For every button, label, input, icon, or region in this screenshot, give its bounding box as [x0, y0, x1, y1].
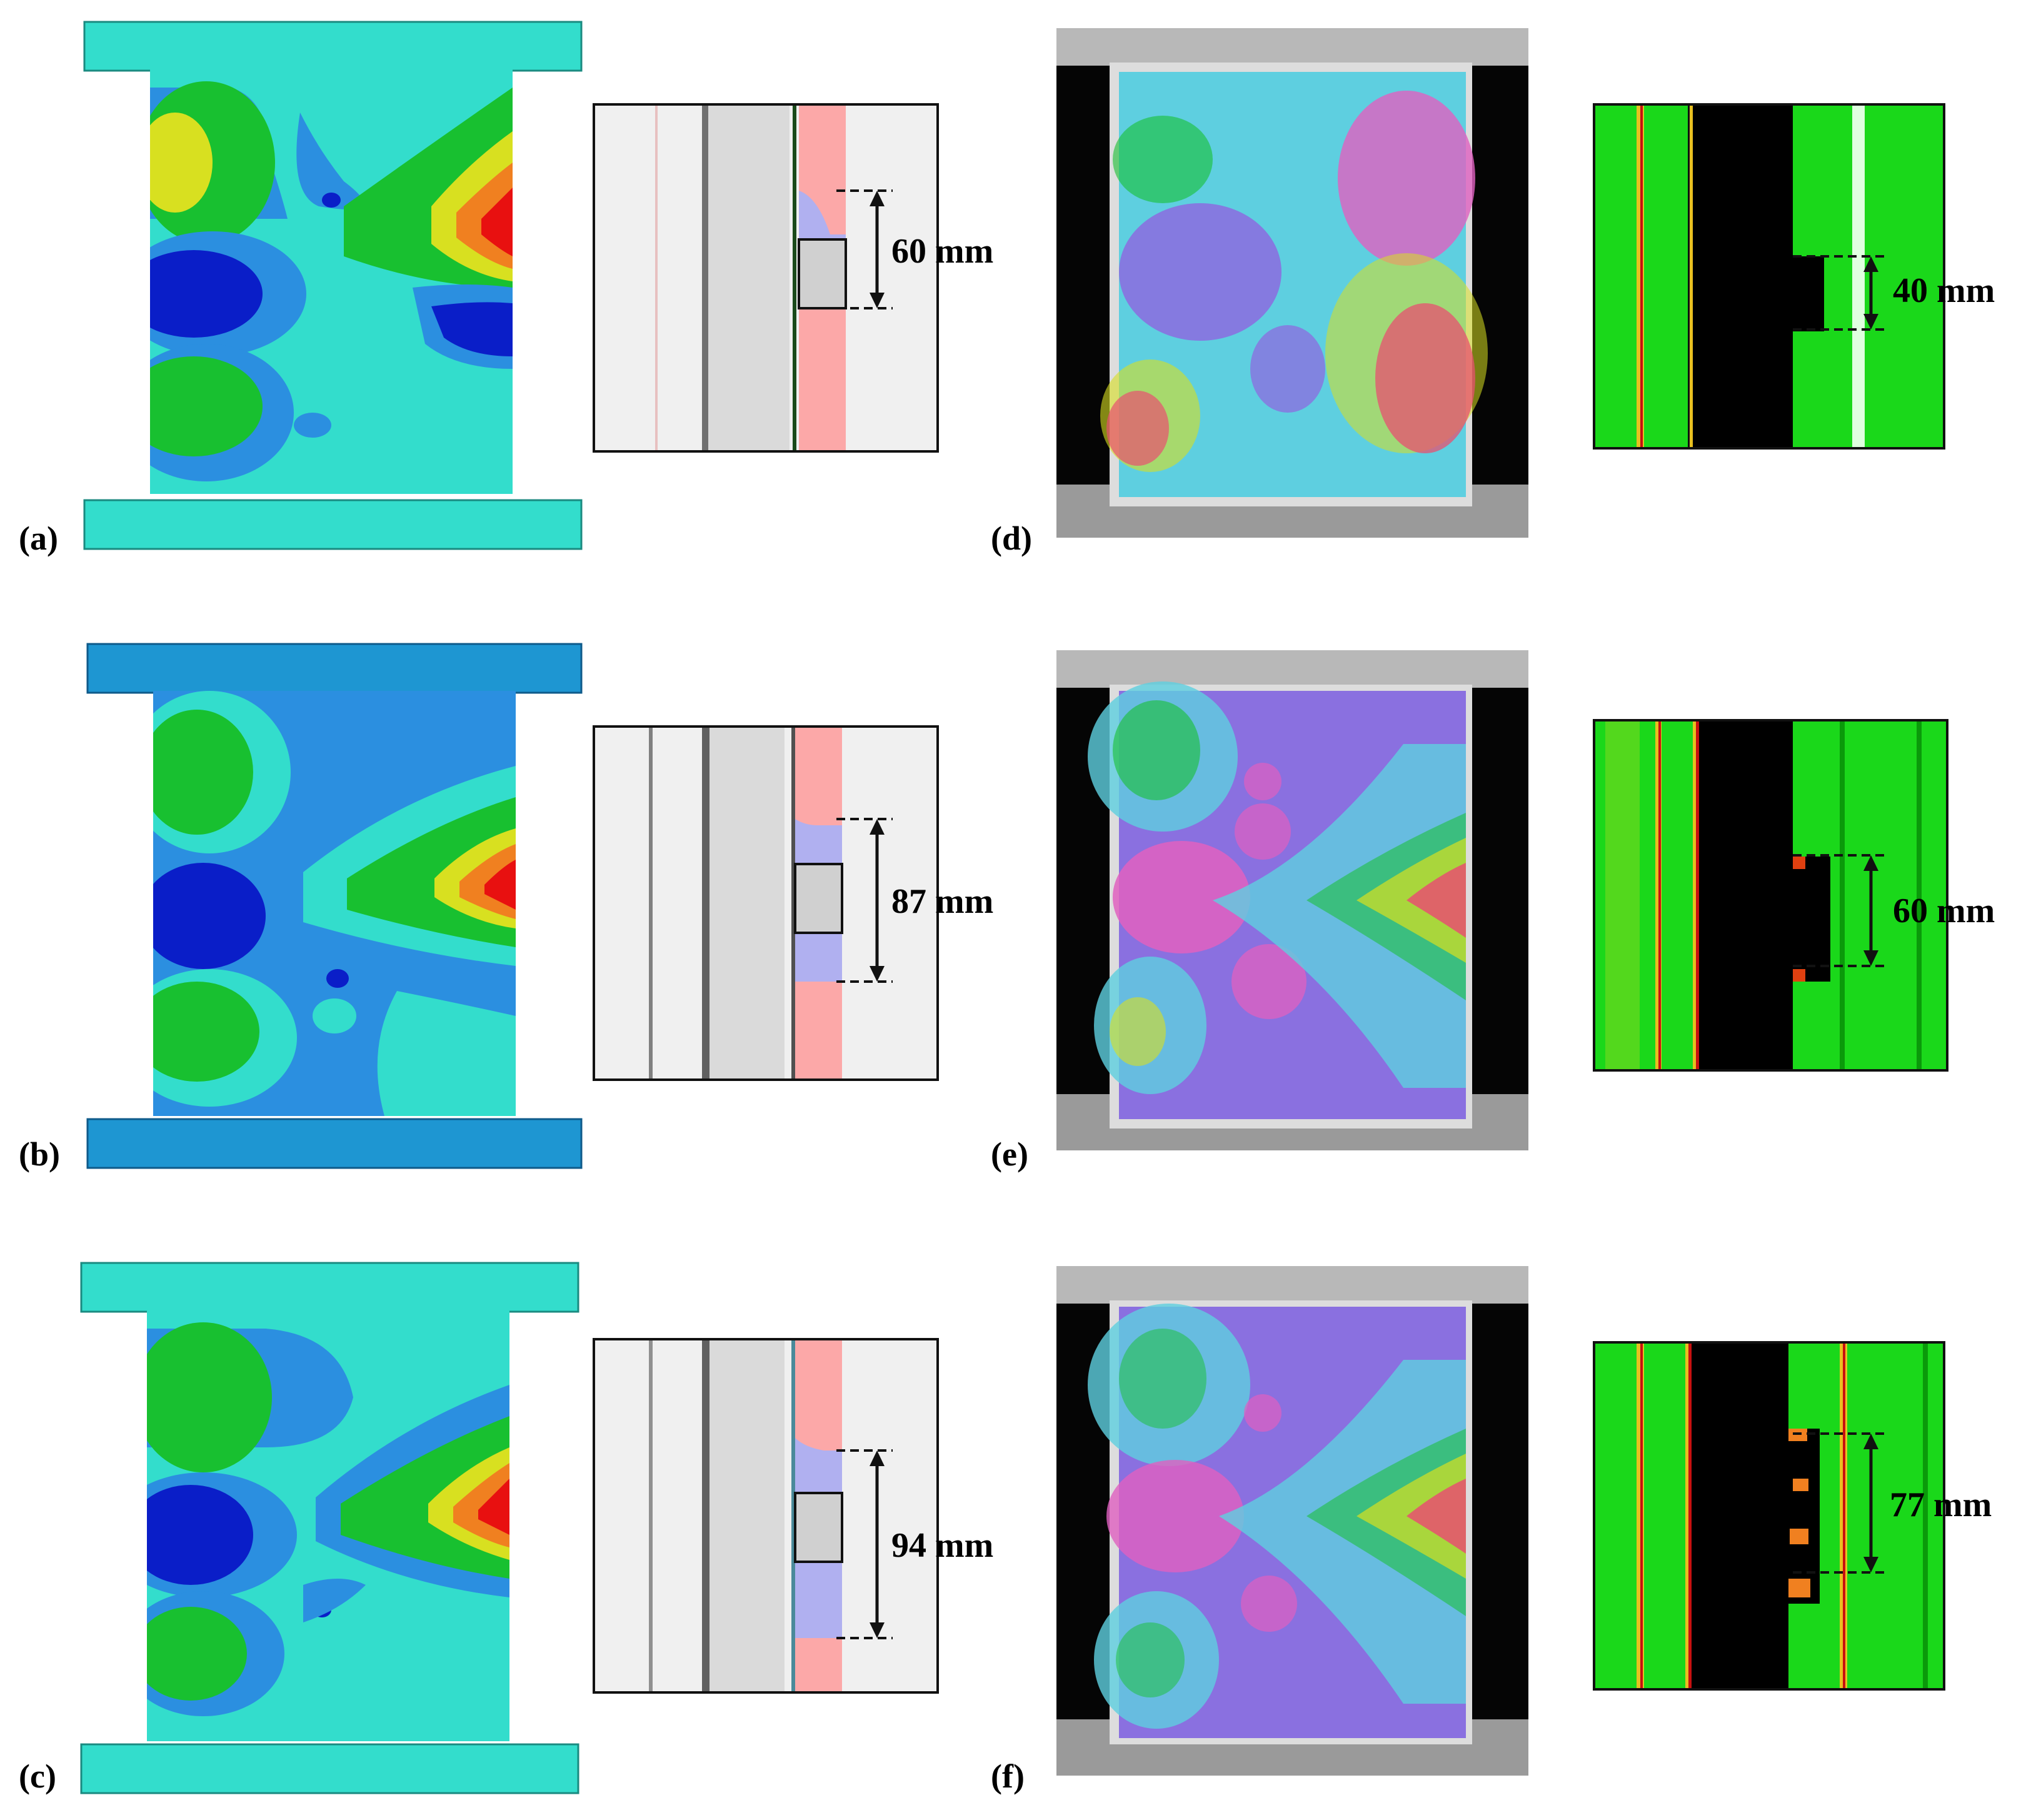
fe-contour-b — [86, 643, 583, 1169]
dimension-label-e: 60 mm — [1893, 892, 1995, 930]
panel-label-b: (b) — [19, 1135, 60, 1173]
panel-label-c: (c) — [19, 1757, 56, 1795]
zoom-inset-a: 60 mm — [593, 103, 993, 453]
bottom-plate — [86, 1118, 583, 1169]
panel-label-d: (d) — [991, 520, 1032, 557]
top-plate — [80, 1262, 579, 1313]
dic-slice-f: 77 mm — [1593, 1341, 1992, 1691]
dimension-label-c: 94 mm — [891, 1526, 993, 1565]
bottom-plate — [80, 1743, 579, 1794]
panel-label-a: (a) — [19, 520, 58, 557]
panel-label-e: (e) — [991, 1135, 1028, 1173]
fe-contour-a — [83, 21, 583, 550]
dic-photo-d — [1056, 28, 1528, 538]
dimension-label-b: 87 mm — [891, 882, 993, 921]
top-plate — [83, 21, 583, 72]
zoom-inset-c: 94 mm — [593, 1338, 993, 1694]
dimension-label-a: 60 mm — [891, 232, 993, 271]
dic-photo-f — [1056, 1266, 1528, 1776]
bottom-plate — [83, 499, 583, 550]
dimension-label-d: 40 mm — [1893, 271, 1995, 310]
zoom-inset-b: 87 mm — [593, 725, 993, 1081]
dic-photo-e — [1056, 650, 1528, 1150]
fe-contour-c — [80, 1262, 579, 1794]
panel-label-f: (f) — [991, 1757, 1025, 1795]
dic-slice-e: 60 mm — [1593, 719, 1995, 1072]
dimension-label-f: 77 mm — [1890, 1486, 1992, 1524]
dic-slice-d: 40 mm — [1593, 103, 1995, 450]
top-plate — [86, 643, 583, 694]
